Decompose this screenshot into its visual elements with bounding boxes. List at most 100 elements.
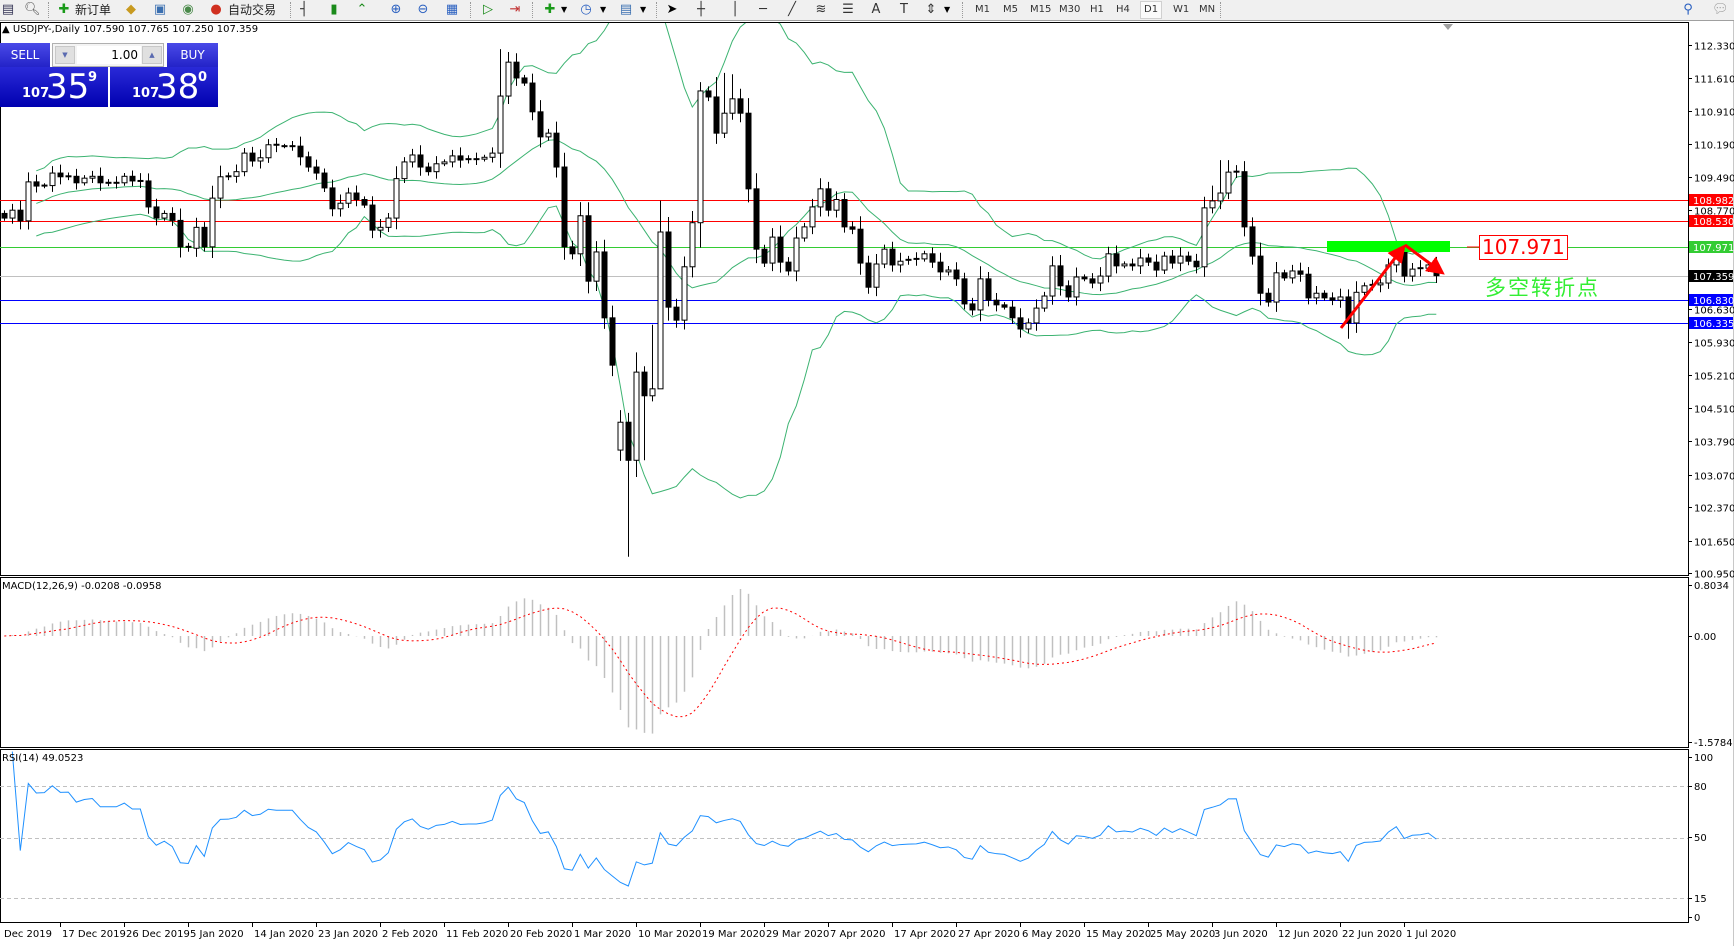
new-chart-icon[interactable]: ▤: [1, 2, 15, 17]
timeframe-h1[interactable]: H1: [1090, 4, 1104, 15]
candle[interactable]: [689, 210, 696, 278]
horizontal-line-icon[interactable]: ─: [759, 2, 767, 17]
candle[interactable]: [1033, 299, 1040, 331]
candle[interactable]: [625, 412, 632, 557]
new-order-button[interactable]: 新订单: [75, 3, 112, 17]
candle[interactable]: [801, 222, 808, 242]
line-chart-icon[interactable]: ⌃: [356, 2, 368, 17]
sell-price[interactable]: 107 35 9: [0, 67, 108, 107]
timeframe-m5[interactable]: M5: [1003, 4, 1018, 15]
candle[interactable]: [793, 226, 800, 282]
timeframe-m30[interactable]: M30: [1059, 4, 1081, 15]
market-watch-icon[interactable]: ▣: [153, 2, 167, 17]
candle[interactable]: [969, 297, 976, 316]
candle[interactable]: [913, 252, 920, 266]
candle[interactable]: [1241, 161, 1248, 237]
lots-input[interactable]: 1.00: [77, 46, 141, 64]
candle[interactable]: [49, 166, 56, 192]
vertical-line-icon[interactable]: │: [731, 2, 739, 17]
zoom-out-icon[interactable]: ⊖: [417, 2, 429, 17]
zoom-in-icon[interactable]: ⊕: [390, 2, 402, 17]
candle[interactable]: [849, 221, 856, 235]
candle[interactable]: [585, 202, 592, 294]
candle[interactable]: [809, 198, 816, 235]
candle[interactable]: [1129, 258, 1136, 271]
candle[interactable]: [769, 228, 776, 272]
candle[interactable]: [9, 203, 16, 224]
candle[interactable]: [129, 170, 136, 187]
candle[interactable]: [649, 324, 656, 402]
sell-button[interactable]: SELL: [0, 43, 50, 67]
candle[interactable]: [1201, 196, 1208, 277]
candle[interactable]: [313, 159, 320, 180]
candle[interactable]: [225, 172, 232, 181]
candle[interactable]: [601, 239, 608, 329]
candle[interactable]: [345, 187, 352, 208]
candle[interactable]: [1233, 165, 1240, 179]
candle[interactable]: [929, 247, 936, 268]
candle[interactable]: [1257, 242, 1264, 306]
candle[interactable]: [841, 193, 848, 233]
candle[interactable]: [577, 202, 584, 267]
candle[interactable]: [569, 240, 576, 260]
candle[interactable]: [169, 207, 176, 226]
candle[interactable]: [1025, 318, 1032, 334]
periods-icon[interactable]: ◷: [580, 2, 592, 17]
candle[interactable]: [1265, 288, 1272, 307]
candle[interactable]: [993, 293, 1000, 312]
candle[interactable]: [33, 174, 40, 193]
lots-stepper[interactable]: ▼ 1.00 ▲: [52, 43, 164, 67]
candle[interactable]: [1313, 286, 1320, 305]
candle[interactable]: [753, 173, 760, 264]
candle[interactable]: [361, 196, 368, 208]
candle[interactable]: [457, 147, 464, 168]
candle[interactable]: [697, 82, 704, 248]
candle[interactable]: [113, 176, 120, 189]
candle[interactable]: [761, 244, 768, 268]
candle[interactable]: [97, 167, 104, 191]
candle[interactable]: [281, 143, 288, 149]
profiles-icon[interactable]: 🔍︎: [24, 2, 41, 17]
candle[interactable]: [641, 366, 648, 461]
candle[interactable]: [249, 146, 256, 167]
candle[interactable]: [1097, 267, 1104, 292]
candle[interactable]: [321, 168, 328, 193]
candle[interactable]: [1225, 160, 1232, 200]
candle[interactable]: [1297, 262, 1304, 282]
candle[interactable]: [25, 172, 32, 230]
candle[interactable]: [785, 257, 792, 276]
candle[interactable]: [201, 222, 208, 252]
candle[interactable]: [481, 154, 488, 162]
candle[interactable]: [185, 242, 192, 252]
candle[interactable]: [977, 266, 984, 322]
candle[interactable]: [1337, 288, 1344, 308]
candle[interactable]: [857, 216, 864, 275]
candle[interactable]: [713, 77, 720, 144]
candle[interactable]: [1113, 245, 1120, 274]
candle[interactable]: [161, 210, 168, 221]
candle[interactable]: [1073, 267, 1080, 306]
candle[interactable]: [833, 191, 840, 218]
candle[interactable]: [593, 241, 600, 291]
candle[interactable]: [337, 194, 344, 217]
candle[interactable]: [609, 305, 616, 377]
timeframe-m15[interactable]: M15: [1030, 4, 1052, 15]
candle[interactable]: [177, 208, 184, 258]
chevron-down-icon[interactable]: ▼: [600, 5, 607, 14]
candle[interactable]: [473, 152, 480, 165]
text-label-icon[interactable]: T: [900, 2, 908, 17]
candle[interactable]: [1161, 251, 1168, 275]
candle[interactable]: [369, 196, 376, 239]
tile-windows-icon[interactable]: ▦: [445, 2, 459, 17]
fibonacci-icon[interactable]: ≋: [815, 2, 827, 17]
candle[interactable]: [1057, 254, 1064, 296]
metaeditor-icon[interactable]: ◆: [126, 2, 136, 17]
buy-button[interactable]: BUY: [167, 43, 218, 67]
text-icon[interactable]: A: [871, 2, 881, 17]
candle[interactable]: [865, 255, 872, 294]
candle[interactable]: [545, 128, 552, 141]
candle[interactable]: [705, 86, 712, 102]
candle[interactable]: [905, 255, 912, 265]
candle[interactable]: [561, 152, 568, 260]
